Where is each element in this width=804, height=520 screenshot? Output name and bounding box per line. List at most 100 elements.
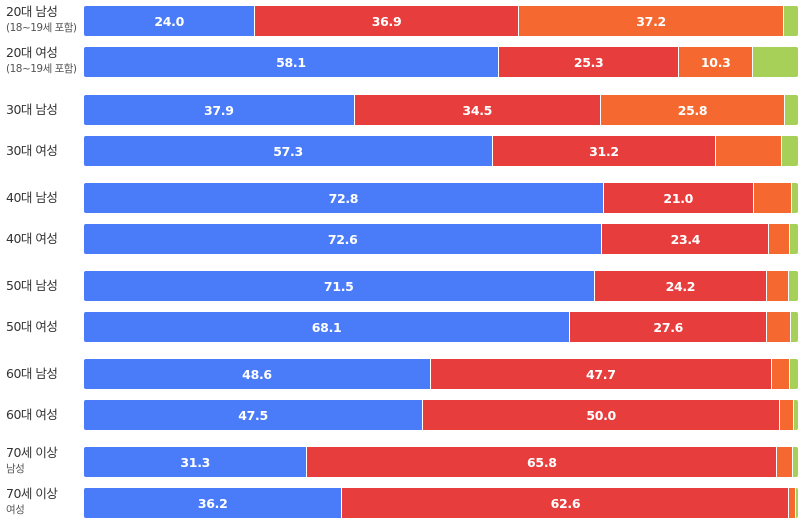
bar-row: 57.3 31.2 bbox=[84, 136, 798, 166]
data-label: 48.6 bbox=[242, 366, 272, 382]
data-label: 24.0 bbox=[154, 13, 184, 29]
category-label: 60대 남성 bbox=[6, 366, 58, 382]
bar-segment-series-2: 34.5 bbox=[354, 95, 601, 125]
data-label: 65.8 bbox=[527, 454, 557, 470]
data-label: 36.2 bbox=[197, 495, 228, 511]
bar-segment-series-1: 31.3 bbox=[84, 447, 308, 477]
category-label: 20대 남성 (18~19세 포함) bbox=[6, 4, 77, 36]
data-label: 31.3 bbox=[180, 454, 211, 470]
category-label-main: 40대 여성 bbox=[6, 231, 58, 246]
category-label: 40대 여성 bbox=[6, 231, 58, 247]
data-label: 37.9 bbox=[203, 102, 234, 118]
bar-segment-series-2: 27.6 bbox=[570, 312, 768, 342]
bar-segment-series-2: 24.2 bbox=[594, 271, 768, 301]
bar-segment-series-3 bbox=[789, 488, 796, 518]
bar-segment-series-1: 48.6 bbox=[84, 359, 431, 389]
data-label: 71.5 bbox=[323, 278, 354, 294]
bar-segment-series-2: 21.0 bbox=[603, 183, 754, 213]
category-label-sub: (18~19세 포함) bbox=[6, 22, 77, 34]
bar-segment-series-1: 68.1 bbox=[84, 312, 571, 342]
bar-segment-series-3 bbox=[771, 359, 791, 389]
category-label-main: 30대 여성 bbox=[6, 143, 58, 158]
data-label: 68.1 bbox=[311, 319, 342, 335]
category-label: 50대 여성 bbox=[6, 319, 58, 335]
bar-segment-series-2: 62.6 bbox=[342, 488, 790, 518]
bar-segment-series-1: 47.5 bbox=[84, 400, 424, 430]
bar-row: 47.5 50.0 bbox=[84, 400, 798, 430]
bar-segment-series-2: 25.3 bbox=[498, 47, 680, 77]
bar-segment-series-4 bbox=[791, 183, 798, 213]
bar-segment-series-1: 58.1 bbox=[84, 47, 499, 77]
bar-row: 37.9 34.5 25.8 bbox=[84, 95, 798, 125]
data-label: 37.2 bbox=[636, 13, 666, 29]
bar-segment-series-3 bbox=[715, 136, 783, 166]
category-label-main: 50대 남성 bbox=[6, 278, 58, 293]
data-label: 36.9 bbox=[371, 13, 402, 29]
bar-segment-series-3: 25.8 bbox=[600, 95, 786, 125]
category-label-main: 70세 이상 bbox=[6, 445, 58, 460]
bar-row: 31.3 65.8 bbox=[84, 447, 798, 477]
category-label-sub: 여성 bbox=[6, 504, 25, 516]
category-label: 60대 여성 bbox=[6, 407, 58, 423]
category-label-main: 20대 여성 bbox=[6, 45, 58, 60]
data-label: 62.6 bbox=[550, 495, 581, 511]
bar-segment-series-3 bbox=[769, 224, 791, 254]
category-label-sub: (18~19세 포함) bbox=[6, 63, 77, 75]
data-label: 21.0 bbox=[663, 190, 694, 206]
data-label: 50.0 bbox=[586, 407, 616, 423]
bar-segment-series-4 bbox=[795, 488, 798, 518]
data-label: 25.8 bbox=[677, 102, 708, 118]
bar-segment-series-1: 72.6 bbox=[84, 224, 603, 254]
bar-segment-series-2: 50.0 bbox=[423, 400, 781, 430]
data-label: 72.6 bbox=[327, 231, 358, 247]
bar-row: 36.2 62.6 bbox=[84, 488, 798, 518]
category-label: 30대 남성 bbox=[6, 102, 58, 118]
data-label: 23.4 bbox=[670, 231, 701, 247]
bar-segment-series-2: 47.7 bbox=[431, 359, 772, 389]
data-label: 24.2 bbox=[665, 278, 696, 294]
bar-segment-series-1: 37.9 bbox=[84, 95, 355, 125]
bar-row: 58.1 25.3 10.3 bbox=[84, 47, 798, 77]
category-label: 20대 여성 (18~19세 포함) bbox=[6, 45, 77, 77]
bar-segment-series-4 bbox=[784, 6, 798, 36]
bar-segment-series-3 bbox=[767, 271, 790, 301]
bar-segment-series-2: 65.8 bbox=[307, 447, 778, 477]
bar-segment-series-4 bbox=[790, 224, 798, 254]
category-label-main: 30대 남성 bbox=[6, 102, 58, 117]
bar-row: 48.6 47.7 bbox=[84, 359, 798, 389]
bar-segment-series-4 bbox=[790, 312, 798, 342]
bar-segment-series-4 bbox=[793, 400, 798, 430]
bar-segment-series-1: 57.3 bbox=[84, 136, 494, 166]
bar-segment-series-4 bbox=[753, 47, 798, 77]
bar-segment-series-4 bbox=[785, 95, 798, 125]
data-label: 25.3 bbox=[573, 54, 604, 70]
bar-segment-series-4 bbox=[789, 271, 798, 301]
data-label: 47.7 bbox=[585, 366, 616, 382]
category-label-main: 20대 남성 bbox=[6, 4, 58, 19]
bar-segment-series-2: 36.9 bbox=[255, 6, 519, 36]
data-label: 57.3 bbox=[273, 143, 303, 159]
category-label-sub: 남성 bbox=[6, 463, 25, 475]
bar-segment-series-2: 23.4 bbox=[602, 224, 770, 254]
data-label: 34.5 bbox=[462, 102, 493, 118]
category-label-main: 50대 여성 bbox=[6, 319, 58, 334]
bar-row: 72.6 23.4 bbox=[84, 224, 798, 254]
bar-row: 68.1 27.6 bbox=[84, 312, 798, 342]
data-label: 10.3 bbox=[700, 54, 731, 70]
category-label: 50대 남성 bbox=[6, 278, 58, 294]
bar-row: 72.8 21.0 bbox=[84, 183, 798, 213]
bar-segment-series-4 bbox=[790, 359, 798, 389]
bar-segment-series-1: 36.2 bbox=[84, 488, 343, 518]
bar-segment-series-2: 31.2 bbox=[493, 136, 716, 166]
category-label-main: 60대 여성 bbox=[6, 407, 58, 422]
bar-row: 71.5 24.2 bbox=[84, 271, 798, 301]
bar-segment-series-1: 72.8 bbox=[84, 183, 604, 213]
category-label-main: 70세 이상 bbox=[6, 486, 58, 501]
data-label: 31.2 bbox=[589, 143, 619, 159]
bar-segment-series-3 bbox=[780, 400, 794, 430]
data-label: 47.5 bbox=[238, 407, 268, 423]
category-label-main: 60대 남성 bbox=[6, 366, 58, 381]
bar-segment-series-3: 10.3 bbox=[679, 47, 753, 77]
